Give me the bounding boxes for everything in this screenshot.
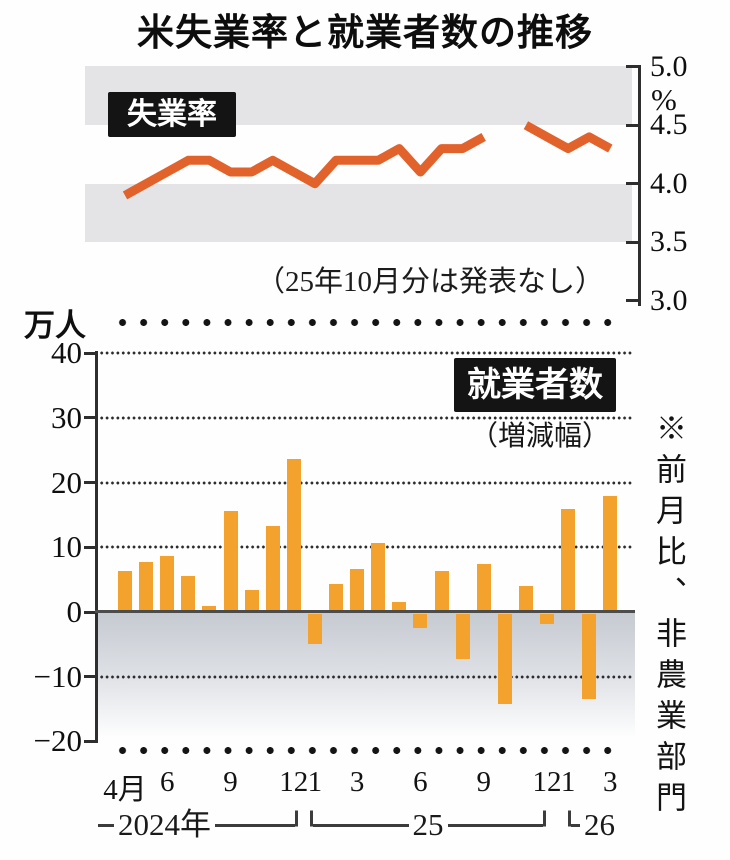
y-axis-tick bbox=[84, 351, 96, 355]
x-tick-label: 9 bbox=[476, 766, 491, 798]
y-axis-spine bbox=[638, 65, 641, 306]
y-axis-tick bbox=[84, 610, 96, 614]
unemployment-label: 失業率 bbox=[108, 92, 236, 137]
bracket-line bbox=[215, 823, 295, 827]
bar-2024-08 bbox=[202, 606, 217, 612]
bracket-line bbox=[447, 823, 543, 827]
bar-2026-03 bbox=[603, 496, 618, 612]
bar-2026-01 bbox=[561, 509, 576, 612]
bar-2025-08 bbox=[455, 614, 470, 659]
bracket-corner bbox=[310, 810, 313, 827]
bracket-corner bbox=[568, 810, 571, 827]
y-tick-label: 10 bbox=[51, 529, 82, 565]
employment-label-text: 就業者数 bbox=[467, 366, 603, 404]
x-tick-label: 9 bbox=[223, 766, 238, 798]
y-axis-tick bbox=[84, 545, 96, 549]
gridline-40 bbox=[99, 351, 632, 356]
x-tick-label: 1 bbox=[560, 766, 576, 798]
separator-dots-bottom bbox=[112, 746, 620, 755]
y-tick-label: 0 bbox=[66, 594, 83, 629]
y-tick-label: 20 bbox=[51, 464, 82, 500]
gridline-20 bbox=[99, 480, 632, 485]
year-group-2024: 2024年 bbox=[98, 806, 298, 844]
unemployment-label-text: 失業率 bbox=[127, 98, 217, 131]
gridline-30 bbox=[99, 415, 632, 420]
y-axis-tick bbox=[84, 675, 96, 679]
unemployment-line-segment bbox=[523, 121, 613, 154]
bar-2024-06 bbox=[160, 556, 175, 612]
bracket-corner bbox=[295, 810, 298, 827]
employment-label: 就業者数 bbox=[454, 358, 616, 412]
y-axis-tick bbox=[84, 416, 96, 420]
year-group-2026: 26 bbox=[568, 806, 638, 844]
separator-dots-top bbox=[112, 318, 620, 327]
unemployment-line bbox=[122, 121, 613, 200]
bar-2024-12 bbox=[286, 458, 301, 612]
plot-band-lower bbox=[85, 184, 632, 242]
year-label-2025: 25 bbox=[412, 807, 444, 842]
bar-2025-06 bbox=[413, 614, 428, 628]
zero-baseline bbox=[95, 610, 635, 613]
y-axis-tick bbox=[626, 240, 638, 244]
employment-unit: 万人 bbox=[24, 308, 86, 343]
year-label-2026: 26 bbox=[584, 807, 615, 842]
y-axis-tick bbox=[84, 481, 96, 485]
bar-2024-10 bbox=[244, 590, 259, 612]
bar-2025-10 bbox=[497, 614, 512, 704]
bar-2024-04 bbox=[118, 571, 132, 612]
y-tick-label: −20 bbox=[33, 723, 82, 759]
bar-2024-09 bbox=[223, 511, 238, 612]
y-tick-label: 3.5 bbox=[650, 225, 688, 259]
gridline-10 bbox=[99, 545, 632, 550]
y-axis-tick bbox=[626, 123, 638, 127]
y-tick-label: 4.0 bbox=[650, 166, 688, 200]
bar-2025-01 bbox=[307, 614, 322, 644]
bracket-line bbox=[313, 823, 409, 827]
y-tick-label: 5.0 bbox=[650, 49, 688, 83]
bar-2025-07 bbox=[434, 571, 449, 612]
bar-2024-11 bbox=[265, 525, 280, 612]
page-title: 米失業率と就業者数の推移 bbox=[137, 12, 593, 53]
bar-2025-12 bbox=[540, 614, 554, 624]
bracket-line bbox=[571, 823, 580, 827]
bar-2025-05 bbox=[392, 602, 407, 612]
y-tick-label: 30 bbox=[51, 399, 82, 435]
bar-2025-09 bbox=[476, 563, 491, 612]
x-tick-label: 1 bbox=[307, 766, 323, 798]
y-tick-label: −10 bbox=[33, 658, 82, 694]
bar-2024-05 bbox=[139, 562, 154, 612]
bar-2025-03 bbox=[350, 568, 365, 612]
year-group-2025: 25 bbox=[310, 806, 546, 844]
y-axis-tick bbox=[84, 739, 96, 743]
y-axis-spine bbox=[95, 351, 98, 743]
y-axis-tick bbox=[626, 182, 638, 186]
y-axis-tick bbox=[626, 299, 638, 303]
x-tick-label: 6 bbox=[159, 766, 175, 798]
gridline--10 bbox=[99, 674, 632, 679]
employment-footnote: ※前月比、非農業部門 bbox=[651, 412, 686, 822]
x-tick-label: 6 bbox=[413, 766, 428, 798]
y-axis-tick bbox=[626, 65, 638, 69]
bar-2025-11 bbox=[518, 586, 533, 612]
x-tick-label: 12 bbox=[532, 766, 562, 798]
y-tick-label: 3.0 bbox=[650, 283, 688, 317]
bar-2026-02 bbox=[582, 614, 597, 700]
bracket-line bbox=[98, 823, 114, 827]
y-tick-label: 4.5 bbox=[650, 108, 688, 142]
bar-2024-07 bbox=[181, 576, 196, 612]
unemployment-line-segment bbox=[122, 132, 486, 200]
y-tick-label: 40 bbox=[51, 335, 82, 371]
bracket-corner bbox=[543, 810, 546, 827]
x-tick-label: 3 bbox=[349, 766, 365, 798]
year-label-2024: 2024年 bbox=[118, 807, 211, 842]
x-tick-label: 12 bbox=[279, 766, 309, 798]
x-tick-label: 3 bbox=[603, 766, 618, 798]
missing-data-note: （25年10月分は発表なし） bbox=[255, 266, 604, 298]
bar-2025-04 bbox=[371, 542, 386, 612]
employment-sublabel: （増減幅） bbox=[469, 421, 610, 452]
unemployment-unit: % bbox=[651, 82, 677, 117]
bar-2025-02 bbox=[329, 584, 343, 612]
x-tick-label: 4月 bbox=[103, 774, 147, 806]
